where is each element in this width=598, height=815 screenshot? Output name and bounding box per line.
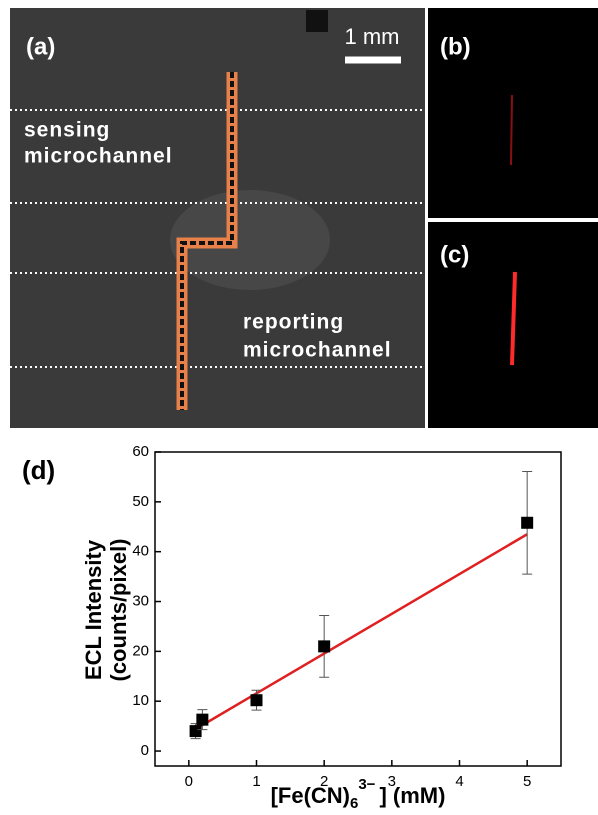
x-tick-label: 4 xyxy=(455,773,463,790)
panel-label: (d) xyxy=(22,455,55,485)
y-axis-label: ECL Intensity xyxy=(81,539,106,680)
fit-line xyxy=(196,534,528,729)
data-point xyxy=(196,714,208,726)
channel-label: microchannel xyxy=(24,145,173,168)
x-tick-label: 3 xyxy=(388,773,396,790)
data-point xyxy=(190,725,202,737)
x-tick-label: 2 xyxy=(320,773,328,790)
x-tick-label: 5 xyxy=(523,773,531,790)
channel-label: sensing xyxy=(24,119,110,142)
y-tick-label: 50 xyxy=(132,493,149,510)
y-tick-label: 60 xyxy=(132,443,149,460)
scale-bar-label: 1 mm xyxy=(345,24,400,49)
x-label-text: [Fe(CN) xyxy=(271,783,350,808)
panel-label: (a) xyxy=(26,33,55,60)
data-point xyxy=(521,517,533,529)
y-tick-label: 40 xyxy=(132,543,149,560)
y-tick-label: 0 xyxy=(141,742,149,759)
channel-label: microchannel xyxy=(243,339,392,362)
image-artifact xyxy=(306,10,328,32)
ecl-emission-weak xyxy=(511,95,512,165)
panel-label: (c) xyxy=(440,241,469,268)
y-axis-label: (counts/pixel) xyxy=(106,538,131,681)
plot-frame xyxy=(155,452,561,766)
data-point xyxy=(318,640,330,652)
figure: 1 mm (a) (b) (c) sensing microchannel re… xyxy=(0,0,598,810)
data-point xyxy=(251,694,263,706)
y-tick-label: 20 xyxy=(132,642,149,659)
y-tick-label: 10 xyxy=(132,692,149,709)
x-axis-label: [Fe(CN)63−] (mM) xyxy=(271,776,446,810)
x-label-sup: 3− xyxy=(358,776,375,793)
panel-label: (b) xyxy=(440,33,471,60)
x-tick-label: 0 xyxy=(185,773,193,790)
channel-label: reporting xyxy=(243,311,344,334)
x-tick-label: 1 xyxy=(252,773,260,790)
x-label-sub: 6 xyxy=(350,795,358,810)
y-tick-label: 30 xyxy=(132,592,149,609)
